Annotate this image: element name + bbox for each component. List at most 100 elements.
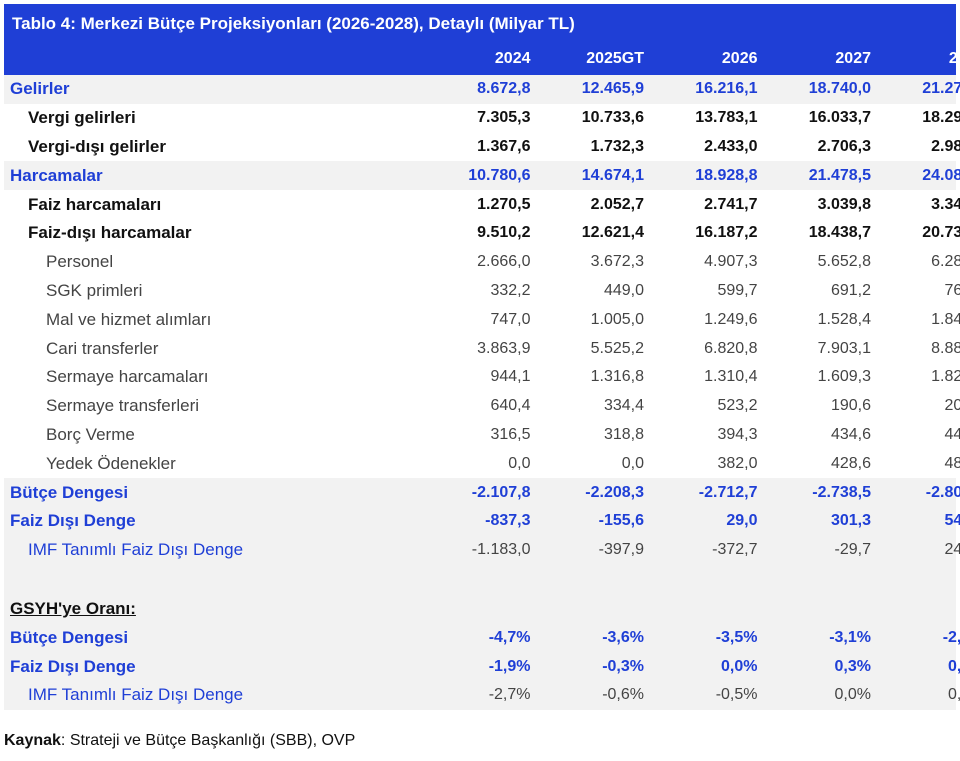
table-cell: 747,0 [490,310,531,328]
table-cell: 0,0% [721,657,758,675]
table-cell: 14.674,1 [581,166,644,184]
row-label: SGK primleri [46,280,143,300]
table-cell: 2.433,0 [704,137,758,155]
gsyh-heading: GSYH'ye Oranı: [10,598,136,618]
table-cell: 0,3% [834,657,871,675]
table-cell: 16.216,1 [695,80,758,98]
row-label: IMF Tanımlı Faiz Dışı Denge [28,540,244,560]
table-cell: 1.528,4 [817,310,871,328]
column-header: 2028 [948,50,960,67]
row-label: Sermaye harcamaları [46,367,209,387]
table-cell: 16.033,7 [808,109,871,127]
table-cell: 0,0% [834,686,871,704]
table-cell: -0,5% [715,686,758,704]
table-cell: 2.706,3 [817,137,871,155]
table-body: Gelirler 8.672,8 12.465,9 16.216,1 18.740,0 2… [4,75,960,565]
table-row: Vergi-dışı gelirler 1.367,6 1.732,3 2.433,0… [4,132,960,162]
table-cell: 599,7 [717,281,758,299]
table-cell: -0,6% [602,686,644,704]
table-cell: 1.005,0 [590,310,644,328]
table-cell: 8.885,8 [931,339,960,357]
table-cell: 8.672,8 [477,80,531,98]
table-header-row: 2024 2025GT 2026 2027 2028 [4,43,960,75]
table-cell: 691,2 [830,281,871,299]
table-cell: 1.609,3 [817,368,871,386]
row-label: Cari transferler [46,338,159,358]
table-cell: 434,6 [830,425,871,443]
table-cell: 640,4 [490,397,531,415]
row-label: Personel [46,252,114,272]
row-label: Bütçe Dengesi [10,482,129,502]
table-cell: 12.465,9 [581,80,644,98]
table-cell: 541,0 [944,512,960,530]
table-cell: 0,0 [508,454,531,472]
table-cell: 523,2 [717,397,758,415]
table-cell: 332,2 [490,281,531,299]
table-cell: 1.249,6 [704,310,758,328]
table-cell: 3.039,8 [817,195,871,213]
table-cell: 5.525,2 [590,339,644,357]
table-cell: 766,9 [944,281,960,299]
table-cell: 24.082,0 [922,166,960,184]
table-cell: 10.780,6 [468,166,531,184]
table-row: Vergi gelirleri 7.305,3 10.733,6 13.783,1 16… [4,103,960,133]
table-cell: -3,5% [715,628,758,646]
row-label: Vergi gelirleri [28,108,136,128]
table-row: Borç Verme 316,5 318,8 394,3 434,6 449,4 [4,420,960,450]
table-cell: -1,9% [488,657,531,675]
table-cell: -2.738,5 [812,483,871,501]
table-cell: 1.825,2 [931,368,960,386]
row-label: Borç Verme [46,424,135,444]
table-row: SGK primleri 332,2 449,0 599,7 691,2 766,9 [4,276,960,306]
table-cell: 6.820,8 [704,339,758,357]
table-cell: 5.652,8 [817,253,871,271]
column-header: 2026 [721,50,758,67]
table-cell: 3.672,3 [590,253,644,271]
table-cell: 2.741,7 [704,195,758,213]
row-label: Harcamalar [10,165,103,185]
table-row: Faiz Dışı Denge -837,3 -155,6 29,0 301,3 541,… [4,506,960,536]
table-cell: -1.183,0 [471,541,531,559]
table-cell: 6.280,7 [931,253,960,271]
table-row: Mal ve hizmet alımları 747,0 1.005,0 1.249,… [4,305,960,335]
table-row: Faiz-dışı harcamalar 9.510,2 12.621,4 16.18… [4,218,960,248]
table-row: IMF Tanımlı Faiz Dışı Denge -1.183,0 -397,… [4,535,960,565]
table-cell: -3,6% [602,628,644,646]
row-label: Faiz Dışı Denge [10,511,136,531]
table-cell: 1.316,8 [590,368,644,386]
table-title: Tablo 4: Merkezi Bütçe Projeksiyonları (… [4,4,956,43]
table-cell: -372,7 [712,541,758,559]
table-row: Sermaye harcamaları 944,1 1.316,8 1.310,4 1.… [4,362,960,392]
row-label: Bütçe Dengesi [10,627,129,647]
table-cell: -837,3 [485,512,531,530]
table-spacer [4,564,956,595]
table-cell: 190,6 [830,397,871,415]
table-cell: 9.510,2 [477,224,531,242]
table-cell: 480,4 [944,454,960,472]
table-row: IMF Tanımlı Faiz Dışı Denge -2,7% -0,6% -0,… [4,680,960,710]
table-cell: 2.982,1 [931,137,960,155]
table-cell: 1.841,6 [931,310,960,328]
table-row: Cari transferler 3.863,9 5.525,2 6.820,8 7.9… [4,334,960,363]
table-cell: -0,3% [602,657,644,675]
table-cell: 449,4 [944,425,960,443]
table-cell: 318,8 [603,425,644,443]
row-label: IMF Tanımlı Faiz Dışı Denge [28,685,244,705]
table-cell: -29,7 [834,541,871,559]
table-cell: 21.276,9 [922,80,960,98]
source-label: Kaynak [4,732,61,749]
table-cell: 18.740,0 [808,80,871,98]
gsyh-table-body: Bütçe Dengesi -4,7% -3,6% -3,5% -3,1% -2,8% Fa… [4,623,960,710]
table-row: Gelirler 8.672,8 12.465,9 16.216,1 18.740,0 2… [4,75,960,104]
budget-table: 2024 2025GT 2026 2027 2028 Gelirler 8.672… [4,43,960,710]
row-label: Faiz-dışı harcamalar [28,223,192,243]
table-cell: 3.863,9 [477,339,531,357]
table-cell: -3,1% [829,628,871,646]
table-cell: -2.712,7 [698,483,758,501]
table-cell: 205,9 [944,397,960,415]
column-header: 2027 [835,50,871,67]
table-cell: 301,3 [830,512,871,530]
table-cell: 21.478,5 [808,166,871,184]
table-row: Faiz Dışı Denge -1,9% -0,3% 0,0% 0,3% 0,5% [4,652,960,681]
table-cell: 0,0 [621,454,644,472]
